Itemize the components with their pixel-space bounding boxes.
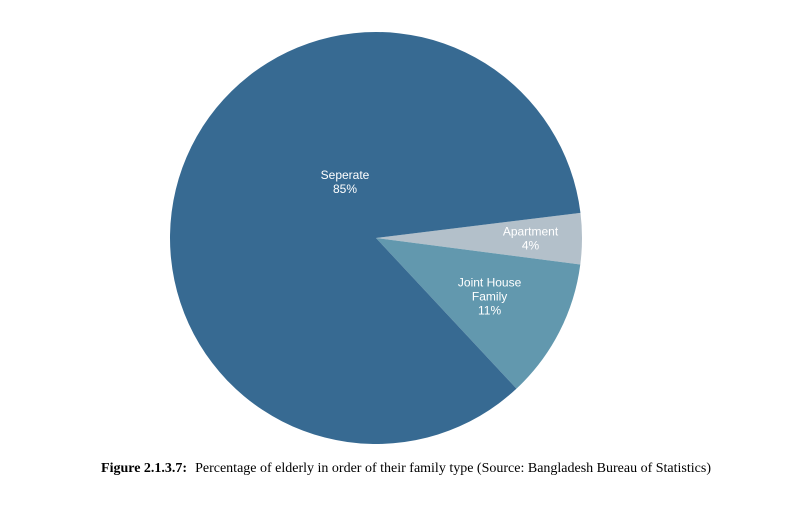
figure-number: Figure 2.1.3.7:	[101, 461, 188, 476]
figure-caption: Figure 2.1.3.7: Percentage of elderly in …	[0, 461, 812, 477]
pie-label-apartment: Apartment 4%	[503, 225, 559, 253]
pie-label-seperate: Seperate 85%	[321, 168, 370, 196]
pie-slice-apartment	[376, 212, 582, 265]
pie-labels: Apartment 4% Joint House Family 11% Seperate 8…	[321, 168, 559, 317]
pie-chart-svg: Apartment 4% Joint House Family 11% Seperate 8…	[169, 32, 582, 445]
pie-slices	[169, 32, 582, 445]
pie-slice-joint-house-family	[376, 238, 581, 389]
pie-slice-seperate	[169, 32, 581, 445]
pie-chart: Apartment 4% Joint House Family 11% Seperate 8…	[169, 32, 582, 445]
pie-label-joint-house-family: Joint House Family 11%	[458, 275, 522, 317]
figure-caption-text: Percentage of elderly in order of their …	[195, 461, 711, 476]
